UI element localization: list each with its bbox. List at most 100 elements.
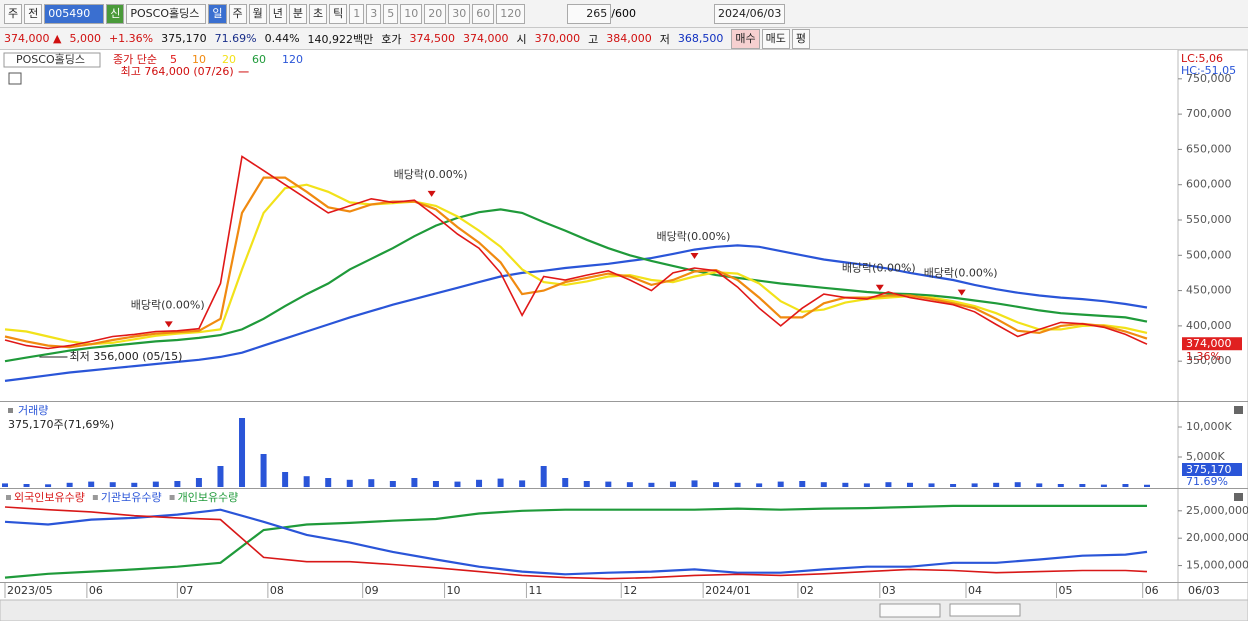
volume-bar [454,481,461,487]
volume-bar [432,481,439,487]
interval-button[interactable]: 120 [496,3,526,24]
trade-button[interactable]: 매수 [731,28,760,49]
volume-bar [109,482,116,487]
chart-title: POSCO홀딩스 [16,53,85,66]
last-price-box [1182,337,1242,351]
series-line [4,506,1148,580]
volume-bar [820,482,827,487]
new-badge[interactable]: 신 [106,3,125,24]
quote-item[interactable]: 374,500 [409,32,456,45]
series-line [4,155,1148,350]
legend-entry: 개인보유수량 [178,491,239,504]
legend-entry: 120 [282,53,303,66]
volume-bar [605,481,612,487]
scope-select[interactable]: 전 [24,3,43,24]
interval-button[interactable]: 30 [448,3,471,24]
quote-item[interactable]: 호가 [381,32,402,46]
period-button[interactable]: 분 [288,3,307,24]
annotation-arrow [875,284,884,291]
last-volume: 375,170 [1186,463,1232,476]
annotation: 최고 764,000 (07/26) [121,65,234,78]
scroll-buttons[interactable] [879,603,941,618]
y-tick-label: 20,000,000 [1186,531,1248,544]
interval-button[interactable]: 60 [472,3,495,24]
trade-button[interactable]: 평 [791,28,811,49]
period-button[interactable]: 년 [268,3,287,24]
volume-bar [777,481,784,487]
volume-bar [906,482,913,487]
quote-item[interactable]: +1.36% [108,32,154,45]
volume-bar [217,466,224,487]
count-max[interactable]: /600 [611,7,636,20]
quote-item[interactable]: 고 [588,32,599,46]
quote-item[interactable]: 71.69% [214,32,257,45]
quote-item[interactable]: 시 [516,32,527,46]
volume-bar [389,481,396,487]
trade-button[interactable]: 매도 [761,28,790,49]
interval-button[interactable]: 5 [383,3,399,24]
quote-item[interactable]: 저 [659,32,670,46]
volume-bar [1122,484,1129,487]
code-input[interactable]: 005490 [44,3,105,24]
volume-bar [583,481,590,487]
volume-bar [950,484,957,487]
quote-item[interactable]: 140,922백만 [307,32,374,46]
last-volume-pct: 71.69% [1186,475,1228,488]
quote-item[interactable]: 375,170 [161,32,207,45]
title-box [3,52,101,68]
quote-item[interactable]: 0.44% [264,32,300,45]
panel-title: 거래량 [18,404,48,417]
count-input[interactable]: 265 [567,3,612,24]
close-icon[interactable] [1234,406,1243,414]
stock-name[interactable]: POSCO홀딩스 [126,3,207,24]
x-tick-label: 08 [270,584,284,597]
y-tick-label: 15,000,000 [1186,559,1248,572]
interval-button[interactable]: 10 [400,3,423,24]
x-tick-label: 03 [882,584,896,597]
volume-bar [174,481,181,487]
table-icon[interactable] [8,72,22,85]
quote-item[interactable]: 370,000 [534,32,581,45]
y-tick-label: 700,000 [1186,107,1232,120]
volume-bar [799,481,806,487]
period-button[interactable]: 주 [228,3,247,24]
scroll-thumb[interactable] [949,603,1021,617]
interval-button[interactable]: 20 [424,3,447,24]
volume-bar [928,483,935,487]
legend-entry: 20 [222,53,236,66]
volume-bar [648,482,655,487]
annotation: 최저 356,000 (05/15) [69,350,182,363]
volume-bar [45,484,52,487]
period-button[interactable]: 월 [248,3,267,24]
interval-button[interactable]: 1 [349,3,365,24]
quote-bar: 374,000 ▲ 5,000 +1.36% 375,170 71.69% 0.44% 14… [0,28,1248,50]
interval-button[interactable]: 3 [366,3,382,24]
y-tick-label: 550,000 [1186,213,1232,226]
period-button[interactable]: 틱 [329,3,348,24]
period-button[interactable]: 초 [309,3,328,24]
volume-bar [368,479,375,487]
volume-bar [1079,484,1086,487]
quote-item[interactable]: 374,000 ▲ [4,32,62,45]
volume-bar [756,483,763,487]
market-select[interactable]: 주 [4,3,23,24]
scroll-bar[interactable] [0,599,1248,621]
y-tick-label: 350,000 [1186,354,1232,367]
date-input[interactable]: 2024/06/03 [713,3,786,24]
annotation-arrow [164,321,173,328]
volume-bar [971,483,978,487]
quote-item[interactable]: 374,000 [463,32,509,45]
lc-label: LC:5,06 [1181,52,1223,65]
period-button[interactable]: 일 [208,3,227,24]
volume-bar [260,454,267,487]
quote-item[interactable]: 384,000 [606,32,652,45]
legend-entry: 기관보유수량 [101,491,162,504]
close-icon[interactable] [1234,493,1243,501]
last-price: 374,000 [1186,337,1232,350]
quote-item[interactable]: 5,000 [69,32,101,45]
quote-item[interactable]: 368,500 [677,32,724,45]
legend-entry: 외국인보유수량 [14,491,85,504]
volume-bar [152,481,159,487]
volume-bar [131,482,138,487]
